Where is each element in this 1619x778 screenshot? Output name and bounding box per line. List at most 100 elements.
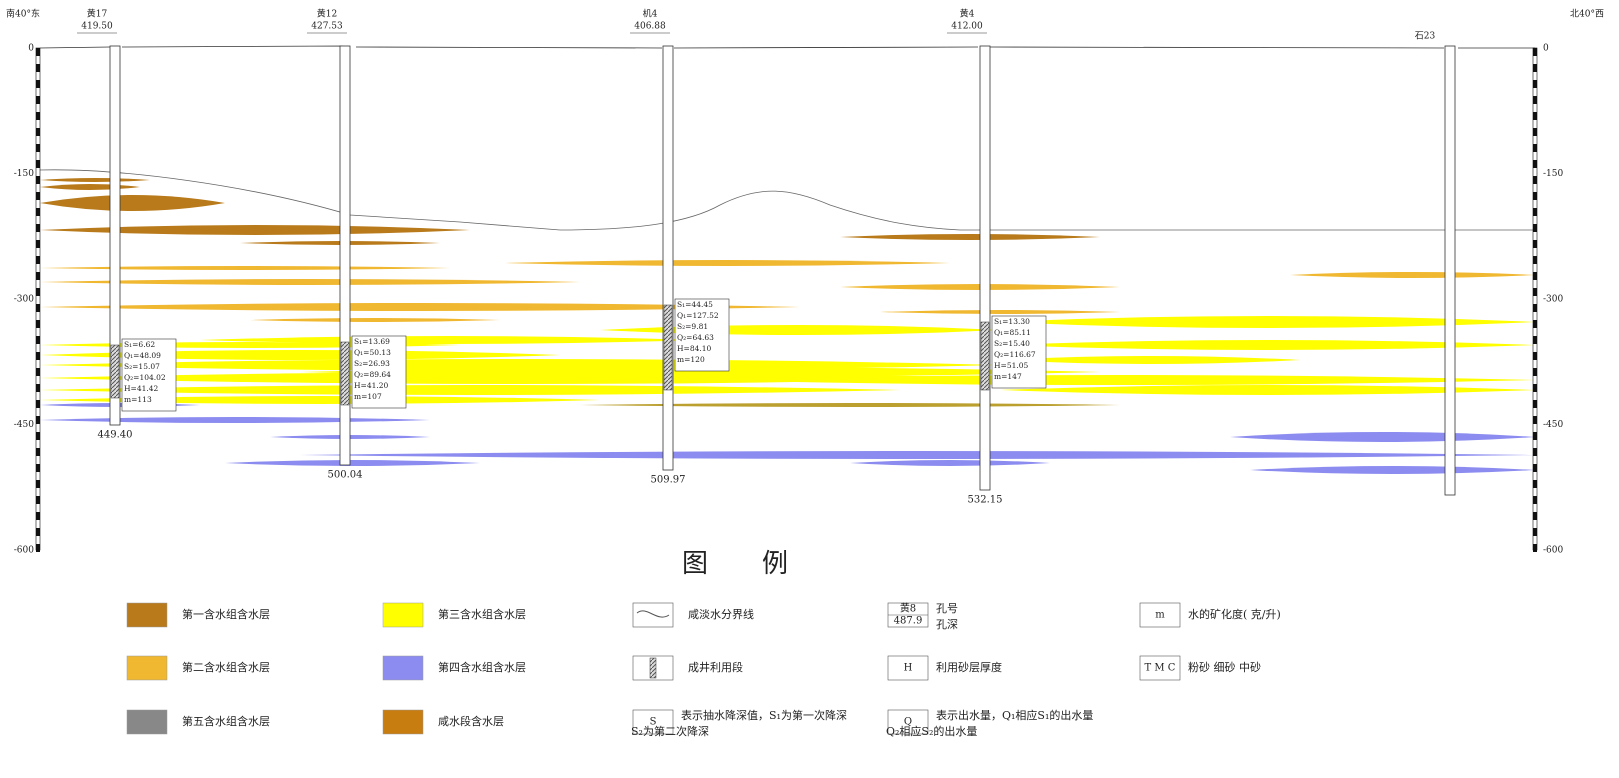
scale-bar (1533, 480, 1537, 488)
well-screen (664, 305, 672, 390)
legend-swatch (127, 603, 167, 627)
well-param: S₂=26.93 (354, 359, 390, 368)
well-casing (980, 46, 990, 490)
scale-bar (1533, 352, 1537, 360)
scale-bar (36, 320, 40, 328)
scale-bar (36, 352, 40, 360)
well-param: Q₂=104.02 (124, 373, 166, 382)
legend-title: 例 (762, 549, 788, 579)
aquifer-lens (40, 417, 430, 423)
depth-tick-label: -300 (1543, 295, 1563, 305)
legend-symbol: T M C (1145, 663, 1176, 674)
scale-bar (36, 48, 40, 56)
aquifer-lens (250, 318, 500, 322)
legend-label: 表示出水量，Q₁相应S₁的出水量 (936, 708, 1093, 722)
scale-bar (1533, 320, 1537, 328)
scale-bar (36, 224, 40, 232)
scale-bar (1533, 48, 1537, 56)
legend-swatch (127, 710, 167, 734)
legend-label: Q₂相应S₂的出水量 (886, 724, 977, 738)
scale-bar (36, 512, 40, 520)
aquifer-lens (580, 403, 1120, 407)
well-param: S₂=15.40 (994, 339, 1030, 348)
scale-bar (36, 432, 40, 440)
scale-bar (1533, 112, 1537, 120)
scale-bar (36, 64, 40, 72)
scale-bar (1533, 144, 1537, 152)
scale-bar (36, 528, 40, 536)
scale-bar (36, 464, 40, 472)
legend-swatch (383, 656, 423, 680)
well-param: m=147 (994, 372, 1022, 381)
scale-bar (1533, 272, 1537, 280)
well-param: S₁=44.45 (677, 300, 713, 309)
well-elevation: 406.88 (634, 22, 666, 32)
scale-bar (36, 336, 40, 344)
aquifer-lens (1250, 466, 1535, 474)
depth-tick-label: -150 (1543, 169, 1563, 179)
depth-tick-label: -300 (14, 295, 34, 305)
scale-bar (1533, 448, 1537, 456)
well-depth: 532.15 (968, 495, 1003, 506)
scale-bar (36, 288, 40, 296)
aquifer-lens (1290, 272, 1535, 278)
legend-label: 表示抽水降深值，S₁为第一次降深 (681, 708, 847, 722)
depth-tick-label: -600 (14, 546, 34, 556)
legend-label: 第五含水组含水层 (182, 714, 270, 728)
well-screen (111, 345, 119, 398)
aquifer-lens (600, 325, 1000, 335)
legend-label: 水的矿化度( 克/升) (1188, 607, 1281, 621)
well-casing (1445, 46, 1455, 495)
aquifer-lens (1230, 432, 1535, 442)
depth-tick-label: -450 (14, 420, 34, 430)
scale-bar (36, 80, 40, 88)
legend-symbol: H (904, 663, 913, 674)
depth-tick-label: -150 (14, 169, 34, 179)
scale-bar (1533, 96, 1537, 104)
legend-label: 孔号 (936, 602, 958, 615)
depth-tick-label: 0 (1543, 44, 1549, 54)
depth-tick-label: -450 (1543, 420, 1563, 430)
legend-label: 咸水段含水层 (438, 714, 504, 728)
scale-bar (36, 160, 40, 168)
scale-bar (36, 208, 40, 216)
scale-bar-frame (1533, 48, 1537, 550)
legend-label: S₂为第二次降深 (631, 724, 709, 738)
scale-bar (1533, 192, 1537, 200)
well-param: S₁=13.30 (994, 317, 1030, 326)
legend-label: 粉砂 细砂 中砂 (1188, 661, 1261, 674)
scale-bar (36, 192, 40, 200)
legend-swatch (383, 710, 423, 734)
well-param: m=113 (124, 395, 152, 404)
scale-bar (1533, 80, 1537, 88)
well-screen (981, 322, 989, 390)
scale-bar (1533, 464, 1537, 472)
scale-bar (1533, 176, 1537, 184)
scale-bar (1533, 128, 1537, 136)
legend-swatch (383, 603, 423, 627)
direction-left: 南40°东 (6, 8, 40, 20)
scale-bar (36, 368, 40, 376)
scale-bar (1533, 512, 1537, 520)
well-param: S₁=13.69 (354, 337, 390, 346)
scale-bar (36, 96, 40, 104)
well-param: Q₁=50.13 (354, 348, 391, 357)
legend-label: 利用砂层厚度 (936, 660, 1002, 674)
scale-bar (1533, 336, 1537, 344)
aquifer-lens (225, 460, 480, 466)
aquifer-lens (40, 195, 225, 211)
legend-screen (650, 658, 656, 678)
scale-bar (36, 416, 40, 424)
legend-swatch (633, 603, 673, 627)
aquifer-lens (40, 279, 580, 285)
well-param: Q₁=85.11 (994, 328, 1031, 337)
well-param: H=41.20 (354, 381, 389, 390)
scale-bar (36, 112, 40, 120)
aquifer-lens (40, 178, 150, 182)
well-elevation: 419.50 (81, 22, 113, 32)
scale-bar (1533, 160, 1537, 168)
depth-tick-label: -600 (1543, 546, 1563, 556)
scale-bar (1533, 432, 1537, 440)
well-screen (341, 342, 349, 405)
legend-title: 图 (682, 549, 708, 579)
